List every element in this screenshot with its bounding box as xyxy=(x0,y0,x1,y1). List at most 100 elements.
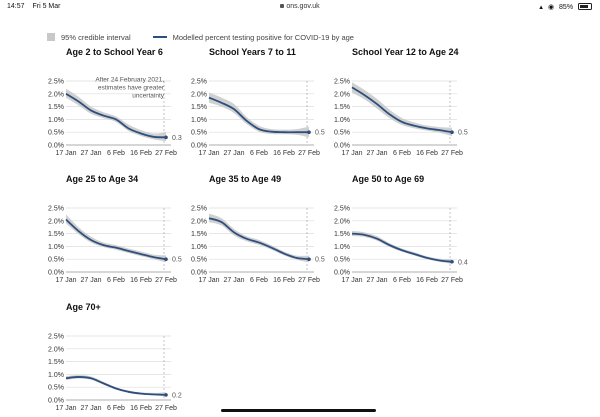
y-tick-label: 1.0% xyxy=(48,117,64,124)
end-value-label: 0.5 xyxy=(315,130,325,137)
series-line xyxy=(65,218,167,261)
y-tick-label: 2.5% xyxy=(191,79,207,86)
y-tick-label: 0.5% xyxy=(48,130,64,137)
x-tick-label: 17 Jan xyxy=(55,150,76,157)
y-tick-label: 2.0% xyxy=(334,218,350,225)
series-line xyxy=(351,86,453,134)
signal-icon: ▲ xyxy=(538,5,544,11)
chart-panel: School Year 12 to Age 24 2.5% 2.0% 1.5% 1.0%… xyxy=(334,47,468,157)
y-tick-label: 2.0% xyxy=(48,218,64,225)
y-tick-label: 1.0% xyxy=(191,117,207,124)
x-tick-label: 27 Jan xyxy=(80,150,101,157)
chart-panel: Age 2 to School Year 6 2.5% 2.0% 1.5% 1.0% 0.… xyxy=(48,47,182,157)
x-tick-label: 6 Feb xyxy=(250,277,268,284)
chart-title: Age 50 to Age 69 xyxy=(352,174,424,184)
x-tick-label: 27 Jan xyxy=(223,150,244,157)
y-tick-label: 2.0% xyxy=(48,91,64,98)
x-tick-label: 6 Feb xyxy=(393,277,411,284)
x-tick-label: 27 Feb xyxy=(155,150,177,157)
y-tick-label: 2.5% xyxy=(334,79,350,86)
chart-panel: School Years 7 to 11 2.5% 2.0% 1.5% 1.0% 0.5%… xyxy=(191,47,325,157)
x-tick-label: 16 Feb xyxy=(416,150,438,157)
y-tick-label: 0.0% xyxy=(334,143,350,150)
y-tick-label: 1.0% xyxy=(334,117,350,124)
lock-icon xyxy=(280,4,285,8)
y-tick-label: 1.5% xyxy=(48,104,64,111)
legend-line-label: Modelled percent testing positive for CO… xyxy=(172,32,354,42)
y-tick-label: 1.5% xyxy=(191,231,207,238)
chart-title: Age 70+ xyxy=(66,302,101,312)
series-end-point xyxy=(164,135,168,140)
series-end-point xyxy=(307,257,311,262)
y-tick-label: 2.5% xyxy=(48,334,64,341)
chart-title: Age 2 to School Year 6 xyxy=(66,47,163,57)
x-tick-label: 27 Jan xyxy=(223,277,244,284)
y-tick-label: 0.0% xyxy=(48,270,64,277)
status-left: 14:57 Fri 5 Mar xyxy=(7,3,66,10)
x-tick-label: 17 Jan xyxy=(55,405,76,412)
series-line xyxy=(351,232,453,263)
address-bar[interactable]: ons.gov.uk xyxy=(0,3,600,10)
series-end-point xyxy=(307,130,311,134)
y-tick-label: 0.0% xyxy=(191,270,207,277)
y-tick-label: 1.5% xyxy=(334,104,350,111)
y-tick-label: 0.5% xyxy=(334,130,350,137)
annotation-line: estimates have greater xyxy=(98,85,165,92)
y-tick-label: 0.5% xyxy=(191,257,207,264)
chart-panel: Age 35 to Age 49 2.5% 2.0% 1.5% 1.0% 0.5% 0.0%… xyxy=(191,174,325,284)
x-tick-label: 16 Feb xyxy=(416,277,438,284)
x-tick-label: 16 Feb xyxy=(273,150,295,157)
legend-interval-label: 95% credible interval xyxy=(61,32,131,42)
home-indicator[interactable] xyxy=(221,409,376,412)
annotation-line: uncertainty xyxy=(132,93,165,100)
series-line xyxy=(208,217,310,261)
series-line xyxy=(65,376,167,396)
end-value-label: 0.5 xyxy=(172,257,182,264)
x-tick-label: 16 Feb xyxy=(130,405,152,412)
y-tick-label: 1.0% xyxy=(334,244,350,251)
credible-interval-band xyxy=(352,82,452,137)
annotation-line: After 24 February 2021, xyxy=(95,77,164,84)
status-time: 14:57 xyxy=(7,3,25,10)
address-url: ons.gov.uk xyxy=(286,3,320,10)
x-tick-label: 27 Jan xyxy=(80,277,101,284)
series-end-point xyxy=(164,257,168,262)
y-tick-label: 1.5% xyxy=(334,231,350,238)
x-tick-label: 6 Feb xyxy=(107,277,125,284)
x-tick-label: 27 Feb xyxy=(441,150,463,157)
y-tick-label: 1.0% xyxy=(191,244,207,251)
y-tick-label: 2.0% xyxy=(48,346,64,353)
y-tick-label: 2.0% xyxy=(334,91,350,98)
battery-icon xyxy=(578,3,592,10)
chart-title: Age 35 to Age 49 xyxy=(209,174,281,184)
battery-percent: 85% xyxy=(559,4,574,11)
y-tick-label: 0.5% xyxy=(334,257,350,264)
legend-interval-swatch xyxy=(47,33,55,41)
chart-title: School Year 12 to Age 24 xyxy=(352,47,459,57)
series-end-point xyxy=(164,393,168,397)
credible-interval-band xyxy=(66,214,166,263)
x-tick-label: 27 Feb xyxy=(155,405,177,412)
end-value-label: 0.4 xyxy=(458,259,468,266)
x-tick-label: 17 Jan xyxy=(55,277,76,284)
y-tick-label: 0.5% xyxy=(191,130,207,137)
x-tick-label: 6 Feb xyxy=(107,150,125,157)
x-tick-label: 6 Feb xyxy=(393,150,411,157)
status-bar: 14:57 Fri 5 Mar ons.gov.uk ▲ ◉ 85% xyxy=(0,0,600,14)
uncertainty-annotation: After 24 February 2021, estimates have gr… xyxy=(95,77,164,100)
y-tick-label: 0.0% xyxy=(48,398,64,405)
x-tick-label: 6 Feb xyxy=(250,150,268,157)
legend-line-swatch xyxy=(152,36,167,38)
x-tick-label: 6 Feb xyxy=(107,405,125,412)
x-tick-label: 17 Jan xyxy=(198,277,219,284)
x-tick-label: 17 Jan xyxy=(341,277,362,284)
chart-title: Age 25 to Age 34 xyxy=(66,174,138,184)
series-end-point xyxy=(450,259,454,264)
series-line xyxy=(65,93,167,139)
y-tick-label: 1.5% xyxy=(191,104,207,111)
y-tick-label: 2.0% xyxy=(191,218,207,225)
x-tick-label: 16 Feb xyxy=(273,277,295,284)
chart-panel: Age 25 to Age 34 2.5% 2.0% 1.5% 1.0% 0.5% 0.0%… xyxy=(48,174,182,284)
status-date: Fri 5 Mar xyxy=(32,3,61,10)
